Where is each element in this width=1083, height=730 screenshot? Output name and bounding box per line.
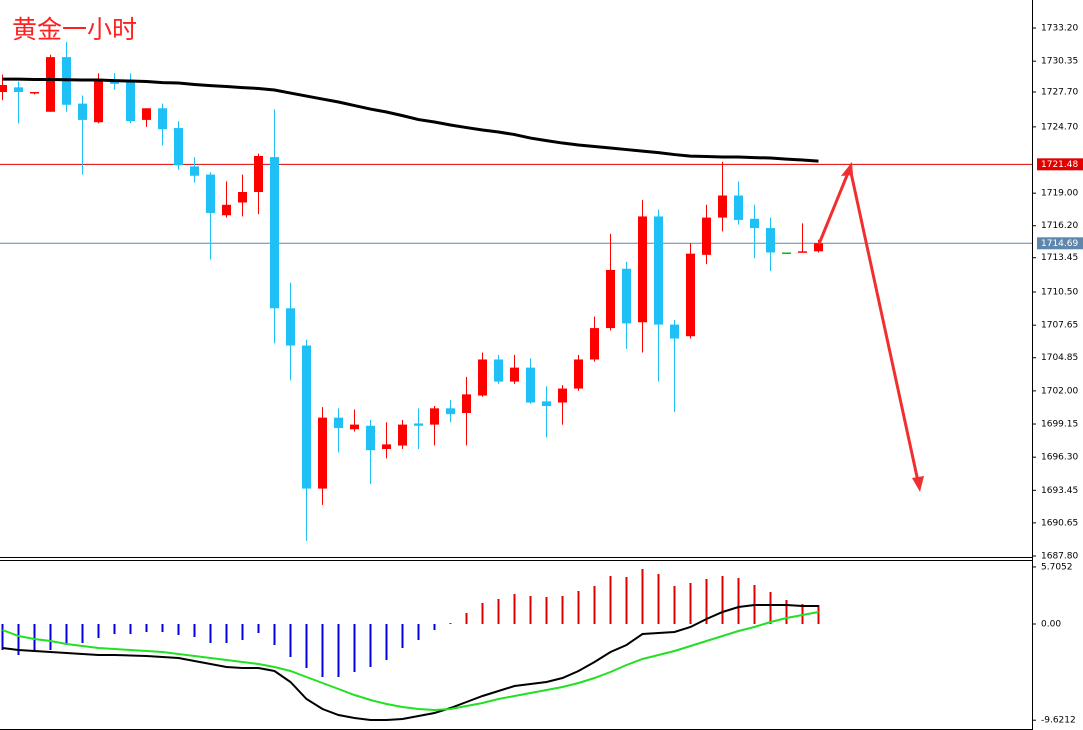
y-tick-label: 1699.15 [1041,420,1078,430]
y-tick-label: 1733.20 [1041,24,1078,34]
candle-body [622,268,631,324]
indicator-line [2,611,819,712]
candle-body [542,401,551,406]
price-label: 1714.69 [1041,239,1078,249]
price-label-box [1037,237,1083,250]
y-tick-label: 1724.70 [1041,122,1078,132]
candle-body [686,253,695,337]
candle-body [366,425,375,451]
candle-body [638,216,647,323]
y-tick-label: 1693.45 [1041,486,1078,496]
forecast-arrow [817,162,924,492]
candle-body [446,408,455,415]
y-tick-label: 1687.80 [1041,552,1078,562]
candle-body [0,85,7,92]
plot: 1733.20 1730.35 1727.70 1724.70 1719.00 1716.… [0,24,1083,726]
candle-body [78,103,87,120]
candle-body [238,192,247,203]
y-tick-label: 1719.00 [1041,189,1078,199]
candle-body [318,417,327,489]
candle-body [814,243,823,252]
candle-body [334,417,343,429]
candle-body [350,424,359,430]
candle-body [110,80,119,84]
candle-body [766,228,775,253]
candle-body [174,128,183,166]
candle-body [206,174,215,213]
candle-body [574,359,583,389]
y-tick-label: -9.6212 [1041,716,1076,726]
candle-body [718,195,727,218]
candle-body [398,424,407,446]
y-tick-label: 1710.50 [1041,288,1078,298]
moving-average [2,77,819,163]
candle-body [14,87,23,92]
y-tick-label: 1690.65 [1041,518,1078,528]
candle-body [254,155,263,193]
candle-body [190,166,199,176]
candle-body [286,308,295,346]
candle-body [222,204,231,216]
candle-body [606,269,615,329]
arrow-head [841,162,853,176]
candle-body [590,328,599,360]
candle-body [558,388,567,403]
y-tick-label: 5.7052 [1041,562,1073,572]
candle-body [126,81,135,122]
candle-body [302,345,311,489]
arrow-head [912,476,924,492]
y-tick-label: 1707.65 [1041,321,1078,331]
candle-body [382,444,391,450]
candle-body [654,216,663,325]
candle-body [670,324,679,339]
candle-body [158,108,167,130]
candle-body [782,252,791,254]
candle-body [46,57,55,112]
y-tick-label: 1713.45 [1041,253,1078,263]
chart-title: 黄金一小时 [12,15,137,44]
y-tick-label: 1702.00 [1041,386,1078,396]
candle-body [30,91,39,94]
candle-body [702,217,711,255]
y-tick-label: 1696.30 [1041,453,1078,463]
candle-body [750,218,759,229]
price-label-box [1037,158,1083,171]
candle-body [510,367,519,382]
candle-body [142,108,151,120]
candle-body [798,251,807,253]
candle-body [734,195,743,220]
candle-body [94,80,103,123]
candle-body [478,359,487,396]
candle-body [414,423,423,426]
candle-body [430,408,439,425]
candle-body [270,157,279,309]
price-label: 1721.48 [1041,160,1078,170]
y-tick-label: 0.00 [1041,620,1061,630]
indicator-line [2,604,819,721]
candle-body [462,394,471,413]
y-tick-label: 1704.85 [1041,353,1078,363]
y-tick-label: 1727.70 [1041,87,1078,97]
y-tick-label: 1716.20 [1041,221,1078,231]
candle-body [526,367,535,403]
y-tick-label: 1730.35 [1041,57,1078,67]
candle-body [494,359,503,382]
